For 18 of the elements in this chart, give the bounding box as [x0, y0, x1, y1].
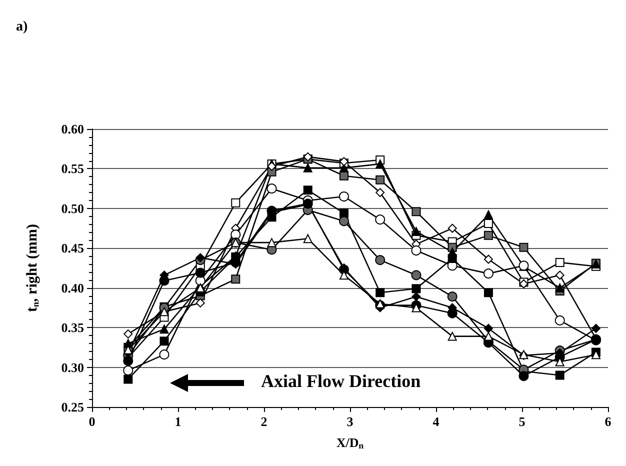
x-tick-label: 1 [174, 414, 182, 429]
y-tick-label: 0.50 [61, 200, 84, 216]
y-tick-label: 0.35 [61, 320, 84, 336]
text: a) [16, 20, 28, 34]
y-tick-label: 0.45 [61, 240, 84, 256]
x-tick-label: 0 [88, 414, 96, 429]
annotation: Axial Flow Direction [261, 371, 421, 391]
y-tick-label: 0.60 [61, 122, 84, 136]
y-tick-label: 0.25 [61, 400, 84, 414]
y-tick-label: 0.30 [61, 360, 84, 375]
x-tick-label: 2 [260, 414, 268, 429]
x-tick-label: 5 [518, 414, 526, 429]
x-tick-label: 3 [346, 414, 354, 429]
y-axis-title: tn, right (mm) [24, 224, 40, 312]
y-tick-label: 0.40 [61, 280, 84, 296]
y-tick-label: 0.55 [61, 161, 84, 176]
x-tick-label: 6 [604, 414, 612, 429]
x-tick-label: 4 [432, 414, 440, 429]
